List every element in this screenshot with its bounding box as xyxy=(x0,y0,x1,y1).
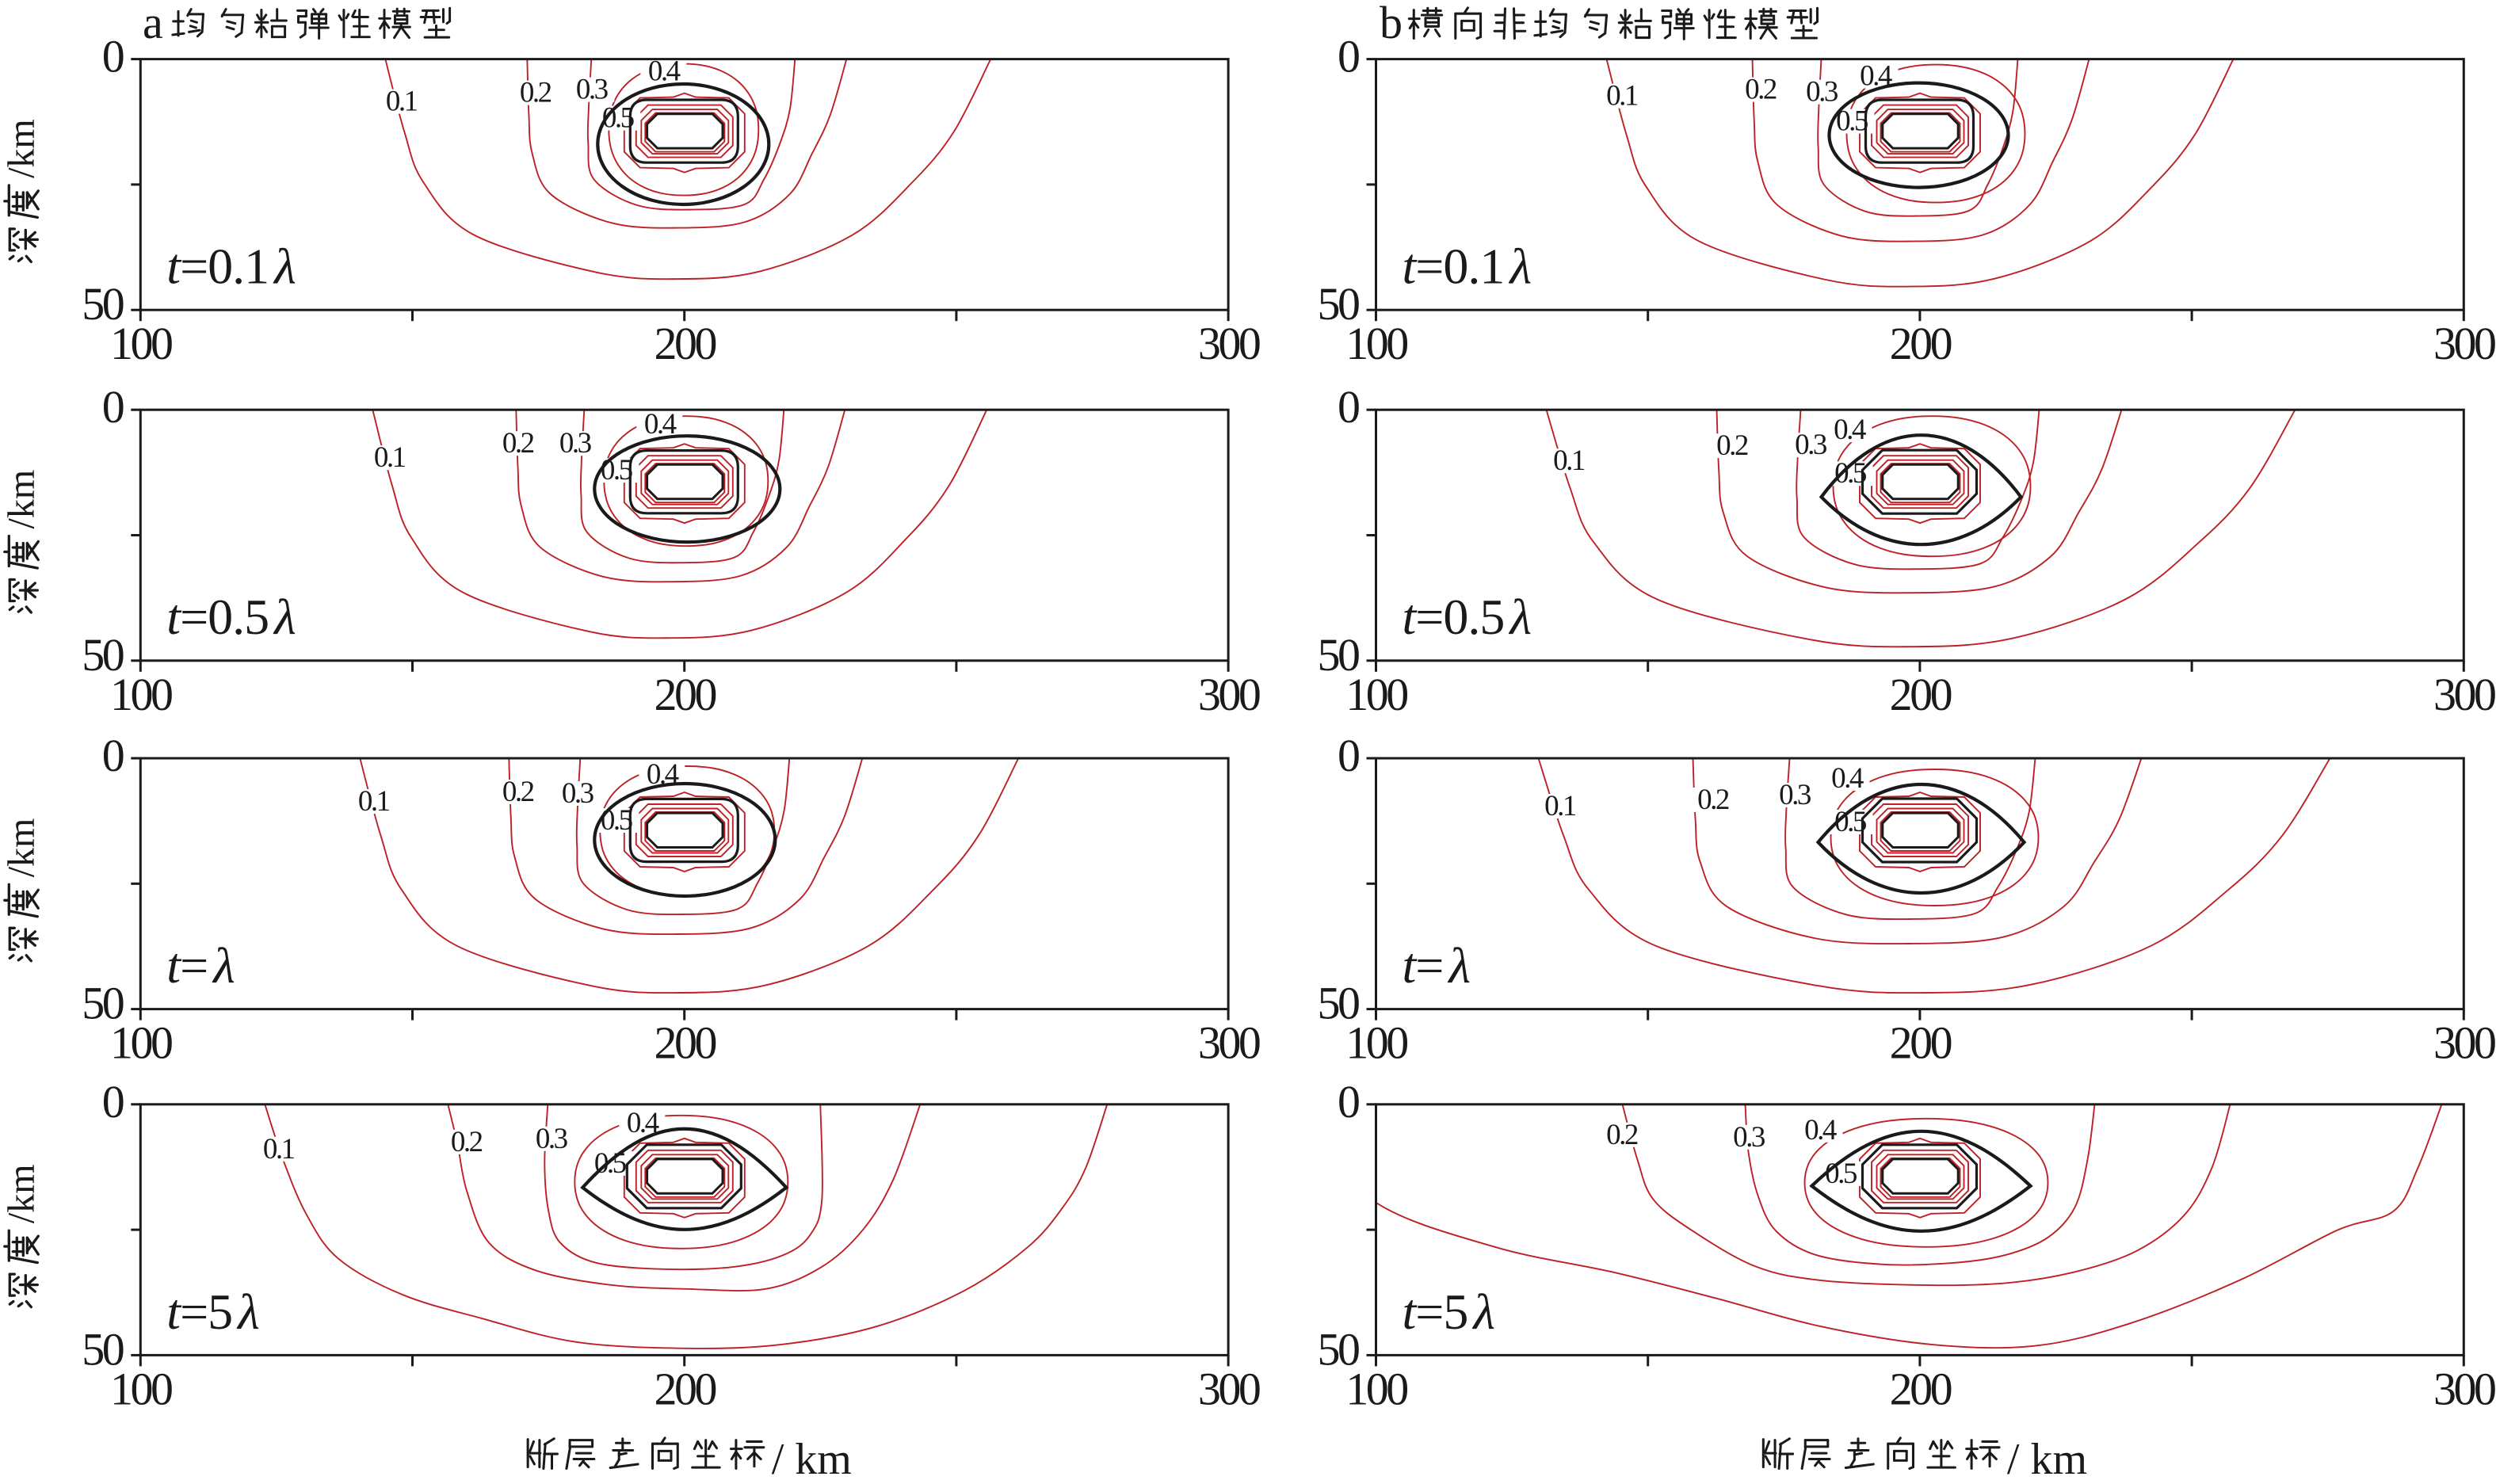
svg-text:200: 200 xyxy=(1890,318,1952,369)
svg-text:0.4: 0.4 xyxy=(1834,414,1866,446)
svg-text:0.5: 0.5 xyxy=(601,804,633,837)
svg-text:/km: /km xyxy=(0,1164,42,1223)
svg-text:b: b xyxy=(1380,0,1403,48)
svg-text:100: 100 xyxy=(1345,669,1407,720)
svg-text:0.3: 0.3 xyxy=(576,74,609,106)
svg-text:0: 0 xyxy=(102,1076,124,1127)
svg-text:0.2: 0.2 xyxy=(1716,429,1748,462)
svg-text:0.3: 0.3 xyxy=(559,427,592,460)
svg-text:/km: /km xyxy=(0,119,42,178)
svg-text:300: 300 xyxy=(1198,1017,1260,1069)
svg-text:t=λ: t= λ xyxy=(166,937,235,994)
svg-text:300: 300 xyxy=(2433,1017,2495,1069)
svg-text:200: 200 xyxy=(654,318,716,369)
svg-text:t=0.5λ: t=0.5 λ xyxy=(166,589,296,645)
svg-text:300: 300 xyxy=(2433,1363,2495,1414)
svg-text:0.3: 0.3 xyxy=(536,1123,568,1155)
svg-text:200: 200 xyxy=(1890,1363,1952,1414)
svg-text:100: 100 xyxy=(1345,1017,1407,1069)
svg-text:0.2: 0.2 xyxy=(520,77,551,109)
svg-text:200: 200 xyxy=(1890,669,1952,720)
svg-text:50: 50 xyxy=(82,978,124,1029)
svg-text:0.1: 0.1 xyxy=(386,86,418,118)
svg-text:0.2: 0.2 xyxy=(1745,74,1777,106)
svg-text:300: 300 xyxy=(1198,669,1260,720)
svg-text:100: 100 xyxy=(1345,1363,1407,1414)
svg-text:0.1: 0.1 xyxy=(358,785,390,818)
svg-text:0.1: 0.1 xyxy=(1606,80,1638,113)
svg-text:0: 0 xyxy=(1338,1076,1359,1127)
svg-text:0.4: 0.4 xyxy=(1831,762,1864,795)
svg-text:0.5: 0.5 xyxy=(1825,1158,1857,1190)
svg-text:t=0.1λ: t=0.1 λ xyxy=(1403,238,1532,295)
svg-text:100: 100 xyxy=(1345,318,1407,369)
svg-text:0: 0 xyxy=(1338,31,1359,82)
svg-text:t=5λ: t=5 λ xyxy=(1403,1284,1495,1340)
svg-text:0.3: 0.3 xyxy=(1733,1121,1765,1154)
svg-text:0: 0 xyxy=(102,730,124,781)
svg-text:0.1: 0.1 xyxy=(374,441,406,474)
svg-text:0.4: 0.4 xyxy=(1804,1114,1837,1146)
svg-text:/km: /km xyxy=(0,470,42,529)
svg-text:0.2: 0.2 xyxy=(1697,784,1729,816)
svg-text:0.2: 0.2 xyxy=(502,776,534,808)
svg-text:0.2: 0.2 xyxy=(502,427,534,460)
svg-text:t=0.5λ: t=0.5 λ xyxy=(1403,589,1532,645)
svg-text:100: 100 xyxy=(110,318,172,369)
svg-text:200: 200 xyxy=(1890,1017,1952,1069)
svg-text:0.1: 0.1 xyxy=(1544,790,1576,822)
svg-text:/ km: / km xyxy=(772,1435,852,1484)
svg-text:a: a xyxy=(143,0,163,48)
svg-text:/ km: / km xyxy=(2007,1435,2087,1484)
svg-text:/km: /km xyxy=(0,818,42,878)
svg-text:200: 200 xyxy=(654,669,716,720)
svg-text:50: 50 xyxy=(82,278,124,330)
svg-text:300: 300 xyxy=(2433,669,2495,720)
svg-text:100: 100 xyxy=(110,1017,172,1069)
svg-text:100: 100 xyxy=(110,669,172,720)
svg-text:50: 50 xyxy=(1318,278,1360,330)
svg-text:t=λ: t= λ xyxy=(1403,937,1471,994)
svg-text:50: 50 xyxy=(1318,978,1360,1029)
svg-text:0: 0 xyxy=(1338,381,1359,433)
svg-text:300: 300 xyxy=(1198,318,1260,369)
svg-text:0: 0 xyxy=(1338,730,1359,781)
svg-text:0.3: 0.3 xyxy=(562,777,594,810)
svg-text:0.1: 0.1 xyxy=(263,1133,295,1165)
svg-text:0.1: 0.1 xyxy=(1553,444,1585,477)
svg-text:0.5: 0.5 xyxy=(601,454,633,486)
svg-text:0.3: 0.3 xyxy=(1795,429,1827,461)
svg-text:300: 300 xyxy=(2433,318,2495,369)
svg-text:t=5λ: t=5 λ xyxy=(166,1284,259,1340)
svg-text:50: 50 xyxy=(1318,1323,1360,1375)
svg-text:0: 0 xyxy=(102,31,124,82)
svg-text:50: 50 xyxy=(1318,629,1360,681)
svg-text:t=0.1λ: t=0.1 λ xyxy=(166,238,296,295)
svg-text:0.3: 0.3 xyxy=(1806,76,1838,109)
svg-text:0.3: 0.3 xyxy=(1779,779,1811,811)
svg-text:50: 50 xyxy=(82,1323,124,1375)
svg-text:200: 200 xyxy=(654,1017,716,1069)
svg-text:100: 100 xyxy=(110,1363,172,1414)
svg-text:50: 50 xyxy=(82,629,124,681)
svg-text:0: 0 xyxy=(102,381,124,433)
svg-text:300: 300 xyxy=(1198,1363,1260,1414)
svg-text:0.2: 0.2 xyxy=(1606,1119,1638,1151)
svg-text:0.2: 0.2 xyxy=(451,1126,483,1158)
svg-text:200: 200 xyxy=(654,1363,716,1414)
